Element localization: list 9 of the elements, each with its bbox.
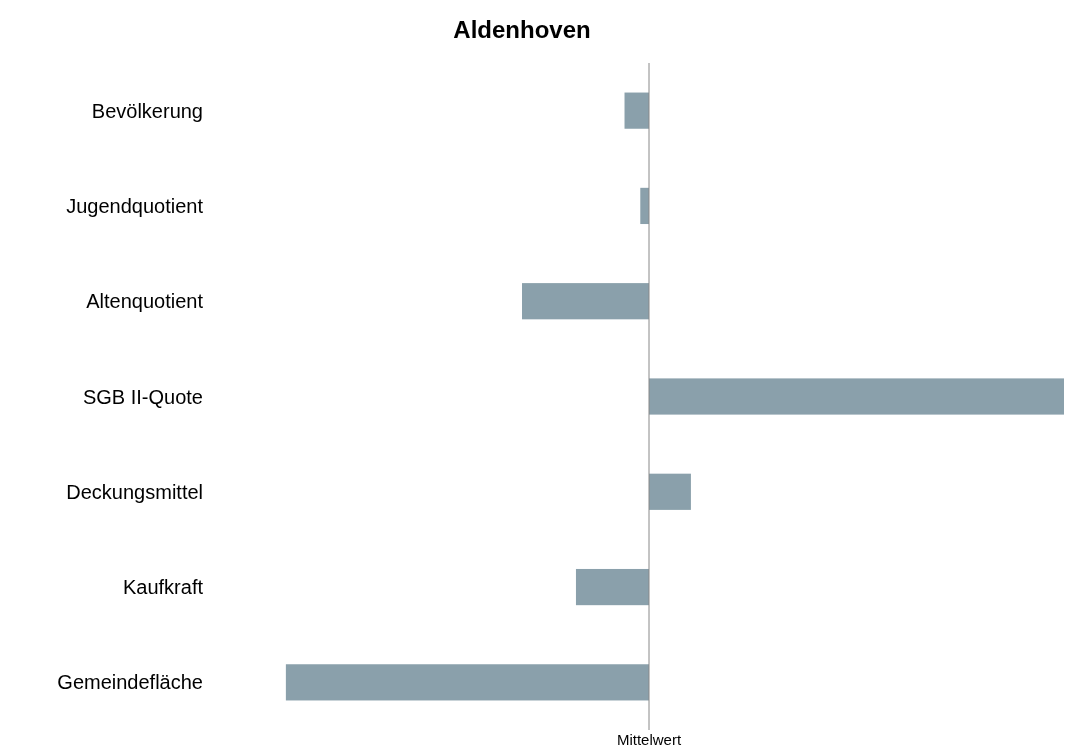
y-tick-label: SGB II-Quote — [82, 385, 203, 408]
y-tick-label: Bevölkerung — [91, 99, 203, 122]
chart-title: Aldenhoven — [453, 16, 591, 43]
y-tick-label: Deckungsmittel — [66, 480, 203, 503]
ref-line-label: Mittelwert — [616, 731, 682, 748]
y-tick-label: Altenquotient — [86, 290, 204, 313]
y-tick-label: Jugendquotient — [66, 194, 204, 217]
y-tick-label: Gemeindefläche — [57, 671, 203, 694]
y-tick-label: Kaufkraft — [122, 576, 204, 599]
